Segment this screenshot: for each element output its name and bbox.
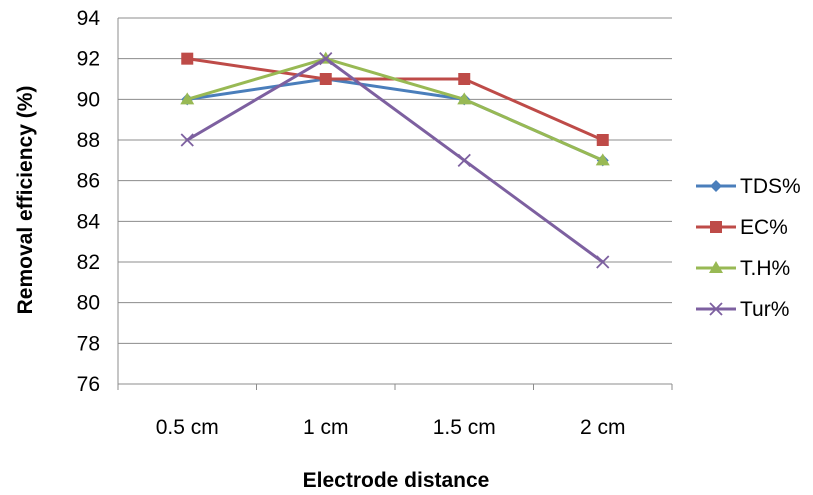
x-tick-label: 1.5 cm: [433, 416, 496, 439]
series-tur: [180, 52, 610, 269]
x-tick-labels: 0.5 cm 1 cm 1.5 cm 2 cm: [156, 416, 626, 439]
x-axis-title: Electrode distance: [303, 469, 490, 492]
data-point: [709, 261, 723, 273]
data-point: [596, 255, 610, 269]
data-point: [710, 180, 722, 192]
y-tick-labels: 76 78 80 82 84 86 88 90 92 94: [77, 7, 101, 396]
data-point: [319, 73, 332, 85]
series-lines: [180, 51, 610, 269]
legend-item: TDS%: [696, 175, 801, 198]
data-point: [457, 153, 471, 167]
legend-item: T.H%: [696, 257, 790, 280]
x-tick-label: 2 cm: [580, 416, 626, 439]
series-line: [186, 57, 604, 264]
y-tick-label: 94: [77, 7, 101, 30]
y-tick-label: 92: [77, 48, 100, 71]
data-point: [710, 221, 722, 233]
y-tick-label: 78: [77, 332, 100, 355]
data-point: [319, 52, 333, 66]
data-point: [458, 73, 471, 85]
data-point: [180, 133, 194, 147]
y-tick-label: 80: [77, 292, 100, 315]
y-axis-title: Removal efficiency (%): [14, 86, 37, 315]
y-tick-label: 88: [77, 129, 100, 152]
gridlines: [118, 17, 672, 385]
data-point: [181, 52, 194, 65]
legend-item: Tur%: [696, 298, 789, 321]
y-tick-label: 90: [77, 88, 100, 111]
legend: TDS% EC% T.H% Tur%: [696, 175, 801, 321]
data-point: [596, 134, 609, 146]
y-tick-label: 86: [77, 170, 100, 193]
data-point: [457, 92, 472, 105]
series-line: [187, 77, 604, 162]
y-tick-label: 84: [77, 210, 101, 233]
series-tds: [181, 73, 609, 167]
data-point: [595, 153, 610, 166]
y-tick-label: 76: [77, 373, 100, 396]
data-point: [709, 302, 723, 316]
legend-item: EC%: [696, 216, 788, 239]
x-tick-label: 0.5 cm: [156, 416, 219, 439]
x-tick-label: 1 cm: [303, 416, 349, 439]
axes: [117, 18, 673, 390]
data-point: [180, 92, 195, 105]
legend-label: TDS%: [740, 175, 801, 198]
y-tick-label: 82: [77, 251, 100, 274]
series-line: [186, 57, 604, 162]
legend-label: EC%: [740, 216, 788, 239]
legend-label: Tur%: [740, 298, 789, 321]
legend-label: T.H%: [740, 257, 790, 280]
